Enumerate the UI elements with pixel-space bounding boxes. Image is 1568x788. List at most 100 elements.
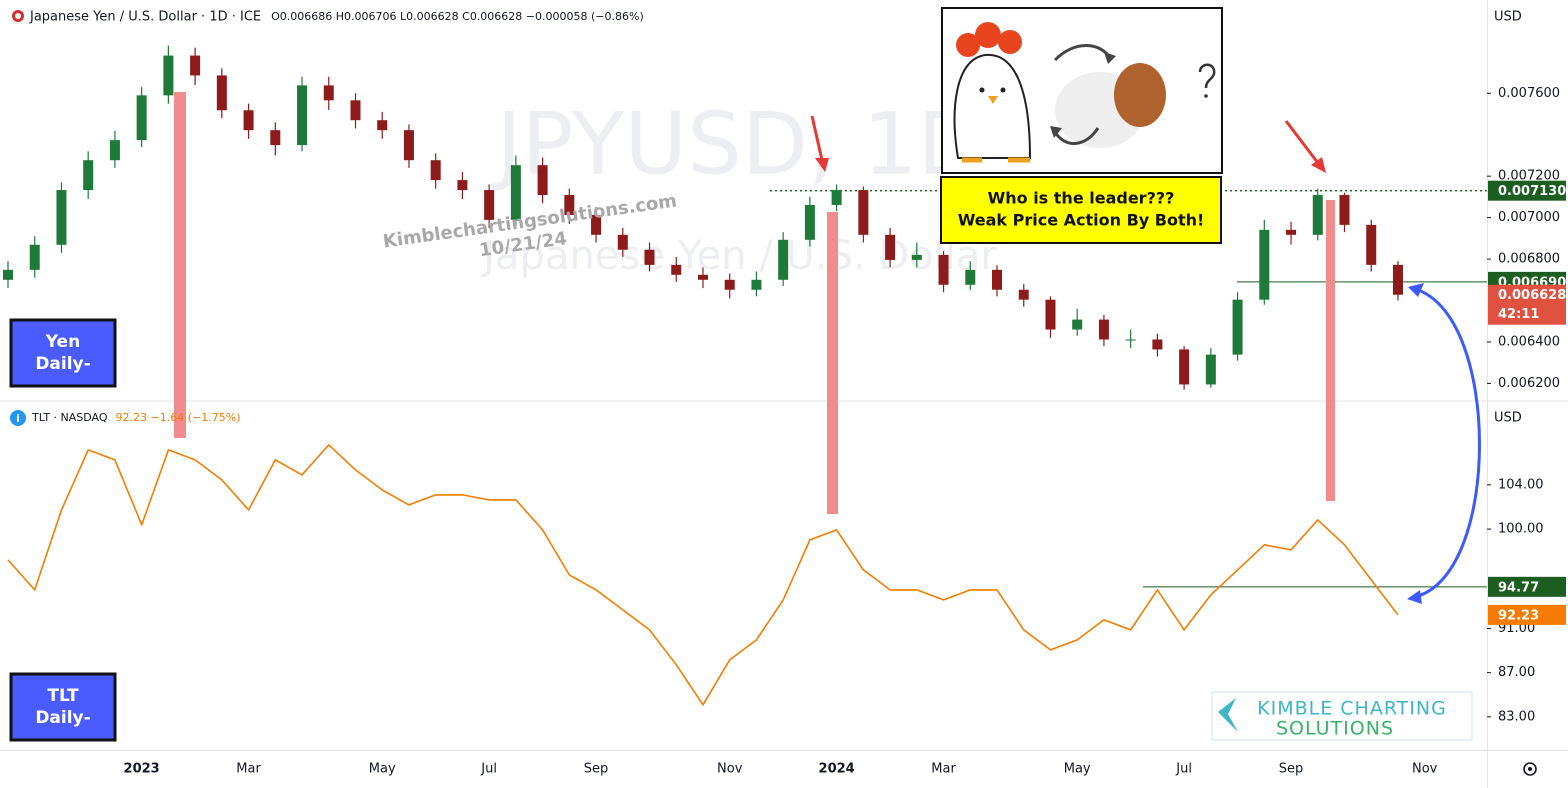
x-tick-label: 2023: [124, 762, 160, 777]
comb: [975, 22, 1001, 48]
cycle-arrow: [1053, 127, 1100, 145]
settings-icon-center: [1528, 767, 1532, 771]
x-tick-label: Jul: [1175, 762, 1192, 777]
candle-body: [617, 234, 628, 250]
last-price-label: 0.006628: [1498, 288, 1566, 303]
candle-body: [697, 274, 708, 280]
candle-body: [1018, 289, 1029, 300]
y-tick-label: 0.007600: [1498, 86, 1560, 101]
y-tick-label: 0.006800: [1498, 252, 1560, 267]
last-price-tag: [1488, 604, 1566, 625]
candle-body: [564, 195, 575, 215]
annotation-text: Who is the leader???: [988, 189, 1175, 208]
arrow-head: [1311, 157, 1326, 173]
pane-label: Yen: [45, 332, 80, 352]
arrow-shaft: [810, 115, 824, 161]
logo-text: SOLUTIONS: [1276, 718, 1394, 740]
candle-body: [804, 204, 815, 240]
candle-body: [83, 160, 94, 191]
candle-body: [190, 55, 201, 76]
settings-icon[interactable]: [1523, 762, 1537, 776]
candle-body: [1045, 299, 1056, 330]
candle-body: [350, 100, 361, 121]
logo-icon: [1218, 698, 1238, 732]
ohlc-values: O0.006686 H0.006706 L0.006628 C0.006628 …: [271, 10, 644, 23]
candle-body: [671, 264, 682, 275]
candle-body: [403, 130, 414, 161]
logo-frame: [1211, 691, 1473, 741]
arrow-head: [815, 158, 829, 172]
candle-body: [1152, 339, 1163, 350]
candle-body: [297, 85, 308, 146]
price-change: 92.23 −1.64 (−1.75%): [116, 411, 241, 424]
chicken-body: [953, 53, 1032, 159]
question-dot: [1204, 94, 1208, 98]
cycle-arrow-head: [1050, 126, 1062, 138]
candle-body: [3, 269, 13, 280]
candle-body: [1072, 319, 1083, 330]
x-tick-label: May: [369, 762, 396, 777]
candle-body: [510, 165, 521, 220]
candle-body: [484, 190, 495, 220]
level-tag: [1488, 180, 1566, 201]
candle-body: [1205, 354, 1216, 385]
y-tick-label: 83.00: [1498, 709, 1535, 724]
last-price-tag: [1488, 284, 1566, 325]
candle-body: [29, 244, 40, 270]
cycle-arrow-head: [1104, 52, 1116, 64]
arrow-shaft: [1284, 120, 1320, 164]
y-tick-label: 0.006400: [1498, 334, 1560, 349]
marker-bar: [827, 212, 838, 514]
candle-body: [778, 239, 789, 280]
arrow-head: [1408, 283, 1424, 297]
candle-body: [1392, 264, 1403, 295]
x-tick-label: Sep: [584, 762, 609, 777]
last-price-label: 92.23: [1498, 608, 1539, 623]
candle-body: [270, 130, 281, 146]
level-label: 0.007130: [1498, 184, 1566, 199]
x-tick-label: Mar: [931, 762, 956, 777]
level-label: 94.77: [1498, 580, 1539, 595]
x-tick-label: Nov: [1412, 762, 1438, 777]
eye: [1000, 87, 1006, 93]
candle-body: [1232, 299, 1243, 355]
x-tick-label: Jul: [480, 762, 497, 777]
y-tick-label: 104.00: [1498, 477, 1544, 492]
pane-label-box: [9, 672, 117, 742]
candle-body: [911, 254, 922, 260]
x-tick-label: May: [1064, 762, 1091, 777]
symbol-title: Japanese Yen / U.S. Dollar · 1D · ICE: [29, 10, 261, 25]
info-icon: [10, 410, 26, 426]
currency-label: USD: [1494, 411, 1522, 426]
pane-label-box: [9, 318, 117, 388]
candle-body: [109, 140, 120, 161]
question-mark: [1198, 63, 1216, 89]
arrow-curve: [1417, 288, 1481, 598]
candle-body: [885, 234, 896, 260]
candle-body: [1179, 349, 1190, 385]
candle-body: [1098, 319, 1109, 340]
candle-body: [965, 269, 976, 285]
candle-body: [377, 120, 388, 131]
name-watermark: Japanese Yen / U.S. Dollar: [480, 233, 997, 279]
candle-body: [430, 160, 441, 181]
symbol-icon: [15, 13, 21, 19]
eye: [979, 87, 985, 93]
currency-label: USD: [1494, 10, 1522, 25]
annotation-box: [940, 176, 1222, 244]
candle-body: [858, 190, 869, 235]
candle-body: [1366, 224, 1377, 265]
candle-body: [992, 269, 1003, 290]
x-tick-label: Nov: [717, 762, 743, 777]
arrow-head: [1407, 590, 1422, 604]
y-tick-label: 0.007200: [1498, 169, 1560, 184]
pane-label: TLT: [47, 686, 79, 706]
x-tick-label: 2024: [819, 762, 855, 777]
candle-body: [216, 75, 227, 111]
illustration: [941, 7, 1223, 174]
candle-body: [938, 254, 949, 285]
candle-body: [56, 190, 67, 245]
